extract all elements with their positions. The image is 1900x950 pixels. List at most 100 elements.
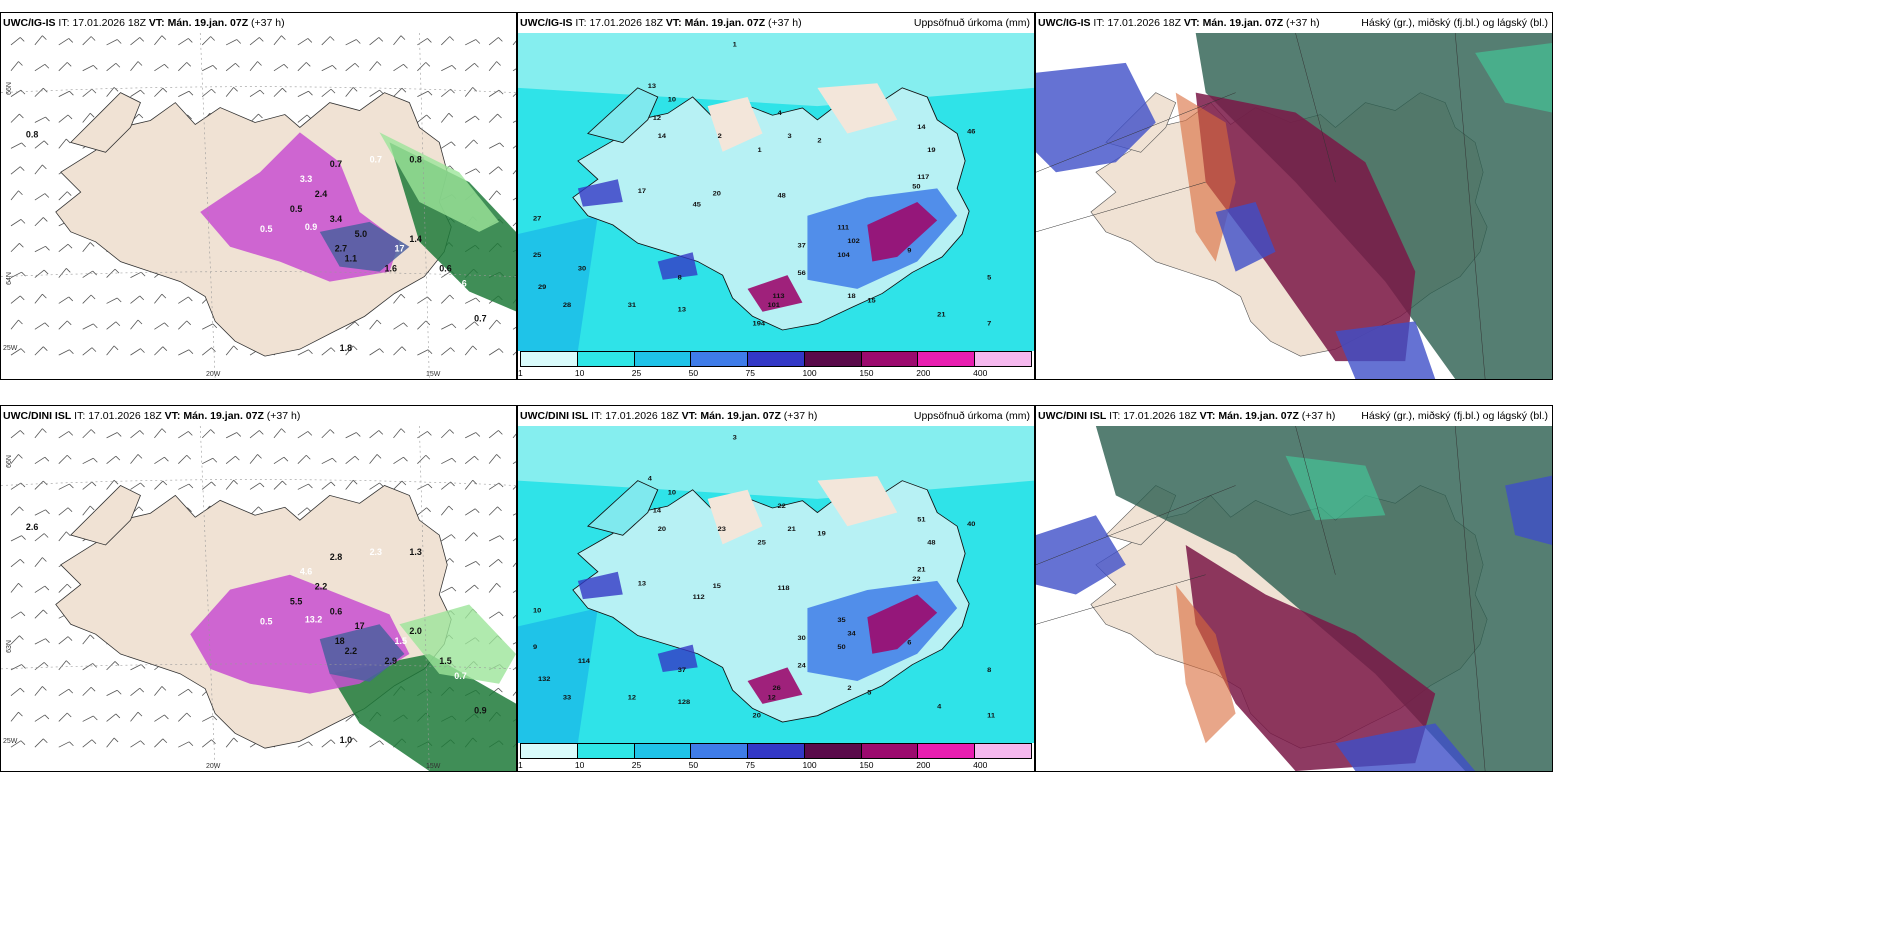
- colorbar-label: 75: [745, 760, 756, 770]
- map-area: [1036, 33, 1552, 379]
- precip-value-label: 37: [678, 666, 686, 674]
- colorbar-label: 400: [973, 760, 988, 770]
- precip-value-label: 56: [797, 269, 805, 277]
- map-svg: [1036, 426, 1552, 771]
- precip-value-label: 114: [578, 657, 590, 665]
- colorbar-label: 25: [631, 760, 642, 770]
- panel-bottom-left: UWC/DINI ISL IT: 17.01.2026 18Z VT: Mán.…: [0, 405, 517, 772]
- colorbar-swatch: [577, 744, 635, 758]
- precip-value-label: 14: [917, 123, 925, 131]
- precip-dry-patches: [707, 83, 898, 152]
- title-it: 17.01.2026 18Z: [1107, 17, 1181, 29]
- cloud-high: [1095, 426, 1552, 771]
- precip-value-label: 14: [653, 507, 661, 515]
- precip-value-label: 10: [533, 607, 541, 615]
- precip-value-label: 34: [847, 630, 855, 638]
- precip-value-label: 101: [768, 301, 780, 309]
- precip-value-label: 22: [912, 575, 920, 583]
- snow-value-label: 2.8: [330, 552, 342, 562]
- colorbar-swatch: [748, 744, 805, 758]
- precip-value-label: 4: [648, 475, 652, 483]
- colorbar-swatch: [691, 352, 749, 366]
- snow-value-label: 0.5: [260, 616, 272, 626]
- snow-value-label: 2.2: [315, 582, 327, 592]
- precip-value-label: 9: [907, 247, 911, 255]
- precip-value-label: 8: [987, 666, 991, 674]
- precip-value-label: 3: [787, 132, 791, 140]
- precip-value-label: 37: [797, 242, 805, 250]
- snow-value-label: 1.3: [409, 547, 421, 557]
- precip-value-label: 4: [937, 703, 941, 711]
- grid-lines: [1, 426, 516, 771]
- precip-value-label: 117: [917, 173, 929, 181]
- colorbar-label: 75: [745, 368, 756, 378]
- precip-value-label: 13: [678, 306, 686, 314]
- snow-value-label: 2.6: [26, 522, 38, 532]
- title-it-label: IT:: [1093, 17, 1105, 29]
- precip-value-label: 17: [638, 187, 646, 195]
- colorbar-swatch: [918, 744, 976, 758]
- precip-value-label: 12: [628, 694, 636, 702]
- precip-value-label: 45: [693, 201, 701, 209]
- region-borders: [1036, 33, 1486, 379]
- axis-label-lon20: 20W: [206, 371, 221, 378]
- snow-value-label: 13.2: [305, 614, 322, 624]
- snow-value-label: 2.4: [315, 189, 327, 199]
- snow-value-label: 0.5: [260, 224, 272, 234]
- colorbar-swatch: [861, 352, 919, 366]
- colorbar-swatch: [521, 352, 578, 366]
- precip-value-label: 1: [758, 146, 762, 154]
- snow-value-label: 17: [394, 244, 404, 254]
- map-area: 0.5 2.6 2.8 4.6 2.2 5.5 13.2 18 17 1.5 2.0 2.9 2.3 1.…: [1, 426, 516, 771]
- cloud-mid: [1185, 544, 1436, 771]
- colorbar-label: 25: [631, 368, 642, 378]
- colorbar-swatch: [804, 744, 862, 758]
- snow-value-label: 3.3: [300, 174, 312, 184]
- precip-value-label: 28: [563, 301, 571, 309]
- precip-value-label: 11: [987, 712, 995, 720]
- precip-value-label: 104: [837, 251, 849, 259]
- precip-band-west: [518, 215, 598, 351]
- precip-value-label: 23: [718, 525, 726, 533]
- panel-field-label: Háský (gr.), miðský (fj.bl.) og lágský (…: [1361, 410, 1548, 422]
- precip-value-label: 111: [837, 224, 849, 232]
- title-vt: Mán. 19.jan. 07Z: [167, 17, 249, 29]
- cloud-mid-edge: [1175, 584, 1236, 744]
- panel-bottom-right: UWC/DINI ISL IT: 17.01.2026 18Z VT: Mán.…: [1035, 405, 1553, 772]
- snow-value-label: 0.7: [370, 154, 382, 164]
- cloud-low: [1036, 62, 1436, 379]
- panel-field-label: Háský (gr.), miðský (fj.bl.) og lágský (…: [1361, 17, 1548, 29]
- panel-field-label: Uppsöfnuð úrkoma (mm): [913, 17, 1030, 29]
- precip-value-label: 51: [917, 516, 925, 524]
- axis-label-lat66: 66N: [5, 82, 13, 95]
- snow-value-label: 2.9: [385, 656, 397, 666]
- axis-label-lon15: 15W: [426, 371, 441, 378]
- precip-value-label: 21: [917, 566, 925, 574]
- precip-value-label: 118: [777, 584, 789, 592]
- colorbar-label: 50: [688, 760, 699, 770]
- axis-label-lon20: 20W: [206, 763, 221, 770]
- precip-value-label: 48: [927, 539, 935, 547]
- title-vt: Mán. 19.jan. 07Z: [183, 410, 264, 422]
- snow-value-label: 0.8: [355, 755, 367, 765]
- snow-value-label: 0.6: [439, 264, 451, 274]
- precip-value-label: 1: [733, 41, 737, 49]
- panel-title: UWC/IG-IS IT: 17.01.2026 18Z VT: Mán. 19…: [3, 17, 285, 29]
- title-it-label: IT:: [1109, 410, 1121, 422]
- title-it-label: IT:: [74, 410, 86, 422]
- snow-value-label: 1.5: [439, 656, 451, 666]
- precip-value-label: 20: [753, 712, 761, 720]
- snow-value-label: 0.8: [409, 154, 421, 164]
- title-it: 17.01.2026 18Z: [88, 410, 162, 422]
- snow-value-label: 1.8: [340, 343, 352, 353]
- title-model: UWC/IG-IS: [520, 17, 573, 29]
- precip-value-label: 20: [713, 190, 721, 198]
- title-it-label: IT:: [575, 17, 587, 29]
- axis-label-lon25: 25W: [3, 345, 18, 352]
- colorbar-swatch: [634, 352, 692, 366]
- snow-value-label: 3.4: [330, 214, 342, 224]
- cloud-high-edge: [1285, 455, 1386, 521]
- precip-value-label: 12: [768, 694, 776, 702]
